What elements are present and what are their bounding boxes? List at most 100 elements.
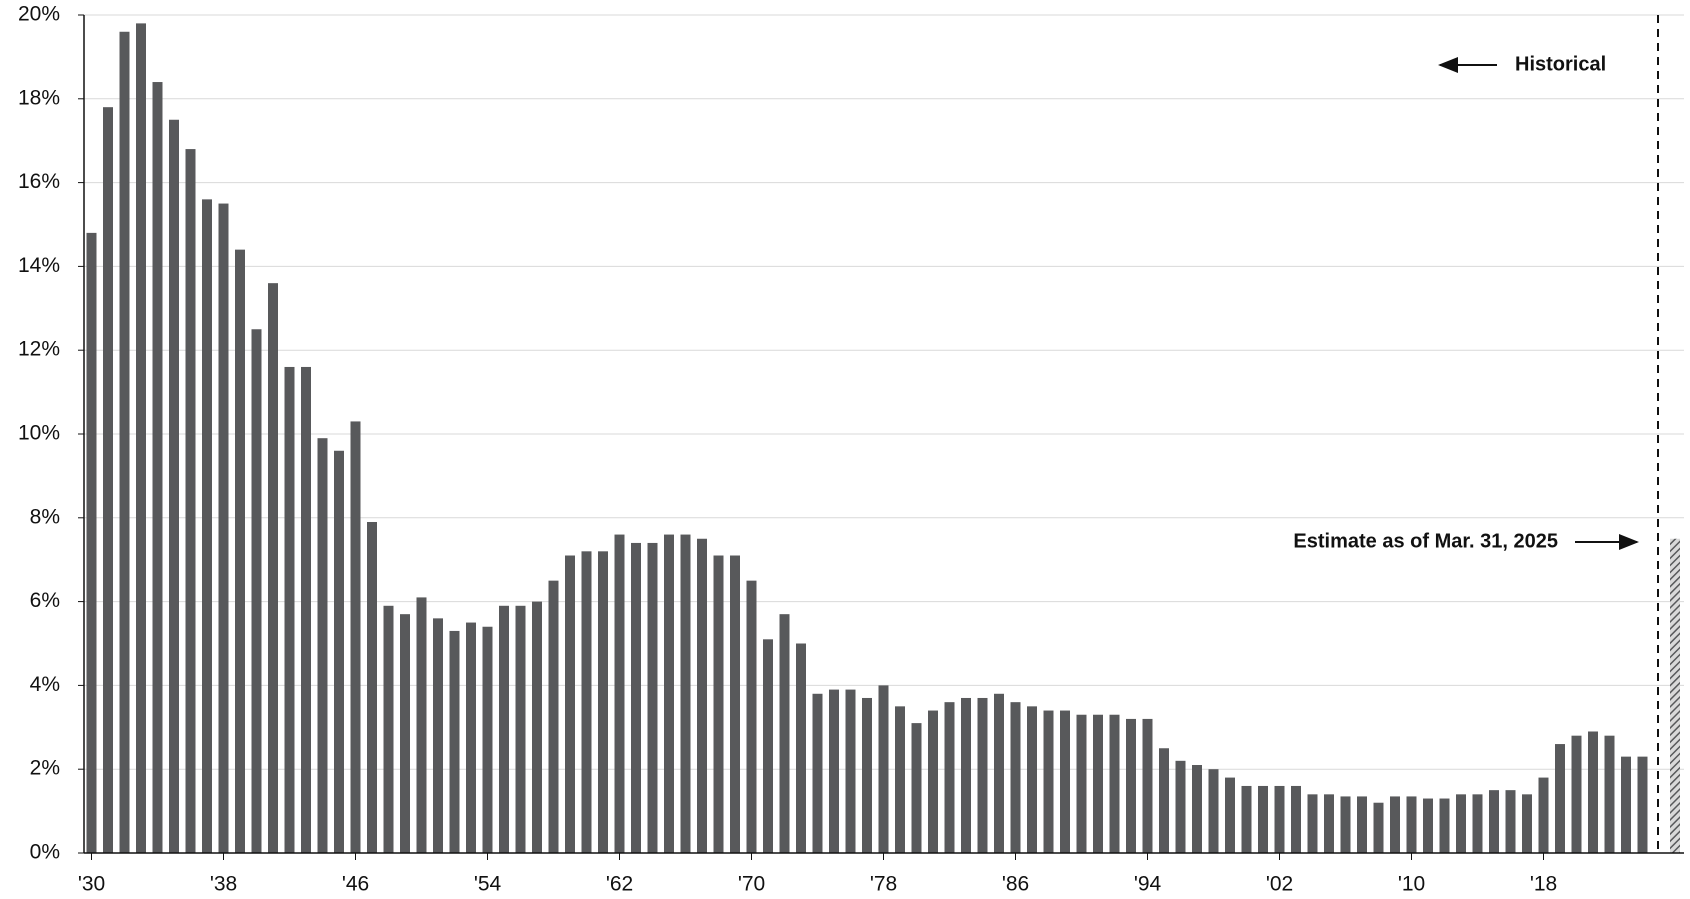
bar <box>1291 785 1301 853</box>
bar <box>185 149 196 853</box>
bar <box>1604 735 1615 853</box>
bar <box>1142 718 1153 853</box>
bar <box>1043 710 1054 853</box>
bar <box>1027 706 1037 853</box>
bar <box>961 697 971 853</box>
bar <box>268 283 278 853</box>
bar <box>1274 785 1285 853</box>
y-tick-label: 0% <box>30 841 60 864</box>
bar <box>284 366 295 853</box>
bar <box>334 450 344 853</box>
y-tick-label: 16% <box>18 170 60 193</box>
bar <box>449 630 460 853</box>
bar <box>977 697 988 853</box>
y-tick-label: 14% <box>18 254 60 277</box>
bar <box>433 618 443 853</box>
y-tick-label: 6% <box>30 589 60 612</box>
bar <box>895 706 905 853</box>
bar <box>1175 760 1186 853</box>
bar <box>664 534 674 853</box>
x-tick-label: '62 <box>606 873 633 896</box>
bar <box>317 438 328 853</box>
bar <box>1588 731 1598 853</box>
x-tick-label: '94 <box>1134 873 1162 896</box>
bar <box>416 597 427 853</box>
bar <box>301 366 311 853</box>
bar <box>1324 794 1334 853</box>
bar <box>763 639 773 853</box>
bar <box>1505 790 1516 853</box>
bar <box>152 82 163 854</box>
bar <box>944 702 955 853</box>
bar <box>862 697 872 853</box>
bar <box>1159 748 1169 853</box>
bar <box>631 542 641 853</box>
bar <box>383 605 394 853</box>
x-tick-label: '10 <box>1398 873 1425 896</box>
bar <box>1076 714 1087 853</box>
bar <box>1225 777 1235 853</box>
bar <box>1060 710 1070 853</box>
bar <box>845 689 856 853</box>
bar <box>1126 718 1136 853</box>
bar <box>1208 769 1219 853</box>
bars <box>86 23 1680 854</box>
bar <box>400 614 410 853</box>
bar <box>1373 802 1384 853</box>
bar <box>598 551 608 853</box>
bar <box>169 119 179 853</box>
bar <box>515 605 526 853</box>
bar <box>103 107 113 854</box>
bar <box>499 605 509 853</box>
bar <box>779 614 790 853</box>
bar <box>1571 735 1582 853</box>
bar <box>548 580 559 853</box>
bar <box>218 203 229 854</box>
bar <box>350 421 361 853</box>
bar <box>1489 790 1499 853</box>
bar <box>1340 796 1351 853</box>
x-tick-label: '30 <box>78 873 105 896</box>
bar <box>1538 777 1549 853</box>
bar <box>994 693 1004 853</box>
x-tick-label: '70 <box>738 873 765 896</box>
bar <box>251 329 262 853</box>
bar <box>812 693 823 853</box>
bar <box>1621 756 1631 853</box>
y-tick-label: 8% <box>30 505 60 528</box>
x-tick-label: '86 <box>1002 873 1029 896</box>
bar <box>1522 794 1532 853</box>
bar <box>1637 756 1648 853</box>
bar <box>1472 794 1483 853</box>
bar <box>202 199 212 854</box>
bar <box>86 232 97 853</box>
bar <box>1192 765 1202 853</box>
bar <box>1406 796 1417 853</box>
bar <box>878 685 889 853</box>
bar <box>746 580 757 853</box>
bar <box>713 555 724 853</box>
x-tick-label: '38 <box>210 873 237 896</box>
bar <box>466 622 476 853</box>
bar <box>1670 538 1680 853</box>
estimate-label: Estimate as of Mar. 31, 2025 <box>1293 530 1558 552</box>
bar <box>1093 714 1103 853</box>
historical-label: Historical <box>1515 53 1606 75</box>
bar <box>697 538 707 853</box>
bar <box>235 249 245 853</box>
y-tick-label: 4% <box>30 673 60 696</box>
bar <box>367 521 377 853</box>
bar <box>647 542 658 853</box>
bar <box>1357 796 1367 853</box>
y-tick-label: 2% <box>30 757 60 780</box>
bar <box>911 723 922 853</box>
bar <box>928 710 938 853</box>
bar <box>482 626 493 853</box>
bar <box>1258 785 1268 853</box>
bar <box>614 534 625 853</box>
bar <box>136 23 146 853</box>
bar <box>680 534 691 853</box>
bar <box>1010 702 1021 853</box>
bar <box>796 643 806 853</box>
